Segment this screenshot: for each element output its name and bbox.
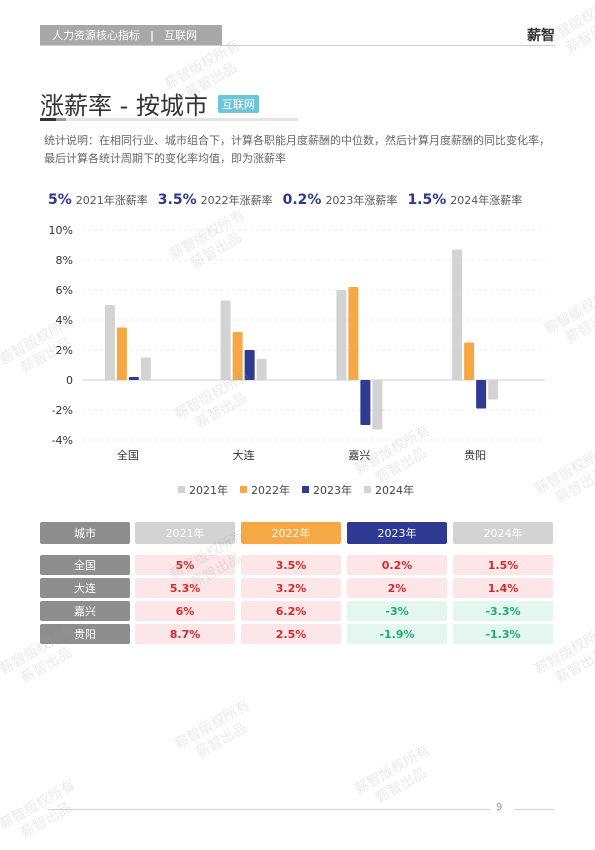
table-cell-value: 1.4%	[453, 578, 553, 598]
summary-strip: 5% 2021年涨薪率 3.5% 2022年涨薪率 0.2% 2023年涨薪率 …	[48, 192, 532, 208]
bar-大连-2022年	[232, 332, 243, 380]
bar-贵阳-2024年	[488, 380, 499, 400]
summary-label-2022: 2022年涨薪率	[200, 194, 273, 207]
table-cell-value: -1.3%	[453, 624, 553, 644]
table-row: 全国 5% 3.5% 0.2% 1.5%	[40, 555, 553, 575]
table-header-2024: 2024年	[453, 522, 553, 544]
watermark-text: 薪智版权所有 薪智出品	[352, 742, 433, 807]
legend-swatch	[302, 486, 309, 493]
table-cell-value: 8.7%	[135, 624, 235, 644]
summary-label-2023: 2023年涨薪率	[325, 194, 398, 207]
title-underline	[40, 118, 298, 121]
bar-贵阳-2022年	[464, 342, 475, 380]
bar-嘉兴-2021年	[336, 290, 347, 380]
table-row: 贵阳 8.7% 2.5% -1.9% -1.3%	[40, 624, 553, 644]
table-cell-city: 贵阳	[40, 624, 130, 644]
legend-swatch	[240, 486, 247, 493]
bar-大连-2023年	[244, 350, 255, 380]
summary-value-2022: 3.5%	[157, 192, 197, 208]
table-header-2022: 2022年	[241, 522, 341, 544]
header-tag: 互联网	[164, 29, 198, 42]
table-cell-value: -3%	[347, 601, 447, 621]
x-tick-label: 大连	[233, 448, 255, 462]
y-tick-label: 10%	[49, 224, 73, 237]
page-title: 涨薪率 - 按城市 互联网	[40, 86, 259, 121]
table-cell-city: 全国	[40, 555, 130, 575]
y-tick-label: 6%	[56, 284, 73, 297]
table-row: 嘉兴 6% 6.2% -3% -3.3%	[40, 601, 553, 621]
bar-全国-2022年	[116, 327, 127, 380]
salary-increase-bar-chart: 10% 8% 6% 4% 2% 0 -2% -4% 全国 大连 嘉兴 贵阳 2021年 2022年 2023…	[49, 224, 545, 497]
table-cell-value: 3.5%	[241, 555, 341, 575]
summary-label-2021: 2021年涨薪率	[75, 194, 148, 207]
bar-贵阳-2021年	[452, 249, 463, 380]
bar-嘉兴-2022年	[348, 287, 359, 380]
watermark-text: 薪智版权所有 薪智出品	[0, 777, 78, 842]
bar-贵阳-2023年	[476, 380, 487, 409]
bar-嘉兴-2023年	[360, 380, 371, 425]
y-tick-label: 4%	[56, 314, 73, 327]
table-row: 大连 5.3% 3.2% 2% 1.4%	[40, 578, 553, 598]
x-tick-label: 全国	[117, 448, 139, 462]
table-cell-value: -1.9%	[347, 624, 447, 644]
x-tick-label: 嘉兴	[348, 448, 370, 462]
header-section-bar: 人力资源核心指标 | 互联网	[40, 25, 222, 45]
summary-label-2024: 2024年涨薪率	[450, 194, 523, 207]
table-header-2021: 2021年	[135, 522, 235, 544]
statistics-description: 统计说明：在相同行业、城市组合下，计算各职能月度薪酬的中位数，然后计算月度薪酬的…	[44, 134, 550, 165]
page-title-text: 涨薪率 - 按城市	[40, 92, 208, 120]
page-number: 9	[496, 802, 503, 813]
table-cell-city: 嘉兴	[40, 601, 130, 621]
summary-value-2023: 0.2%	[282, 192, 322, 208]
legend-label: 2021年	[189, 483, 228, 497]
y-tick-label: 2%	[56, 344, 73, 357]
bar-大连-2024年	[256, 359, 267, 380]
bar-嘉兴-2024年	[372, 380, 383, 430]
watermark-text: 薪智版权所有 薪智出品	[172, 697, 253, 762]
y-tick-label: -4%	[52, 434, 73, 447]
y-tick-label: -2%	[52, 404, 73, 417]
legend-label: 2023年	[313, 483, 352, 497]
footer-divider-left	[48, 809, 490, 810]
table-header-city: 城市	[40, 522, 130, 544]
table-cell-value: 2%	[347, 578, 447, 598]
header-divider	[40, 45, 555, 46]
table-cell-value: 0.2%	[347, 555, 447, 575]
y-tick-label: 8%	[56, 254, 73, 267]
table-cell-city: 大连	[40, 578, 130, 598]
table-cell-value: 3.2%	[241, 578, 341, 598]
table-cell-value: -3.3%	[453, 601, 553, 621]
legend-label: 2024年	[375, 483, 414, 497]
legend-swatch	[178, 486, 185, 493]
footer-divider-right	[514, 809, 554, 810]
bar-全国-2024年	[140, 357, 151, 380]
table-cell-value: 5%	[135, 555, 235, 575]
table-header-2023: 2023年	[347, 522, 447, 544]
table-cell-value: 6.2%	[241, 601, 341, 621]
header-separator: |	[150, 28, 155, 42]
bar-大连-2021年	[220, 300, 231, 380]
table-cell-value: 6%	[135, 601, 235, 621]
summary-value-2021: 5%	[48, 192, 72, 208]
legend-label: 2022年	[251, 483, 290, 497]
industry-badge: 互联网	[217, 94, 259, 113]
x-tick-label: 贵阳	[464, 449, 486, 462]
legend-swatch	[364, 486, 371, 493]
bar-全国-2021年	[104, 305, 115, 380]
bar-全国-2023年	[128, 377, 139, 380]
table-cell-value: 5.3%	[135, 578, 235, 598]
summary-value-2024: 1.5%	[407, 192, 447, 208]
brand-logo: 薪智	[527, 28, 555, 44]
table-cell-value: 2.5%	[241, 624, 341, 644]
table-header-row: 城市 2021年 2022年 2023年 2024年	[40, 522, 553, 544]
header-section-label: 人力资源核心指标	[52, 29, 140, 42]
table-cell-value: 1.5%	[453, 555, 553, 575]
y-tick-label: 0	[66, 374, 73, 387]
